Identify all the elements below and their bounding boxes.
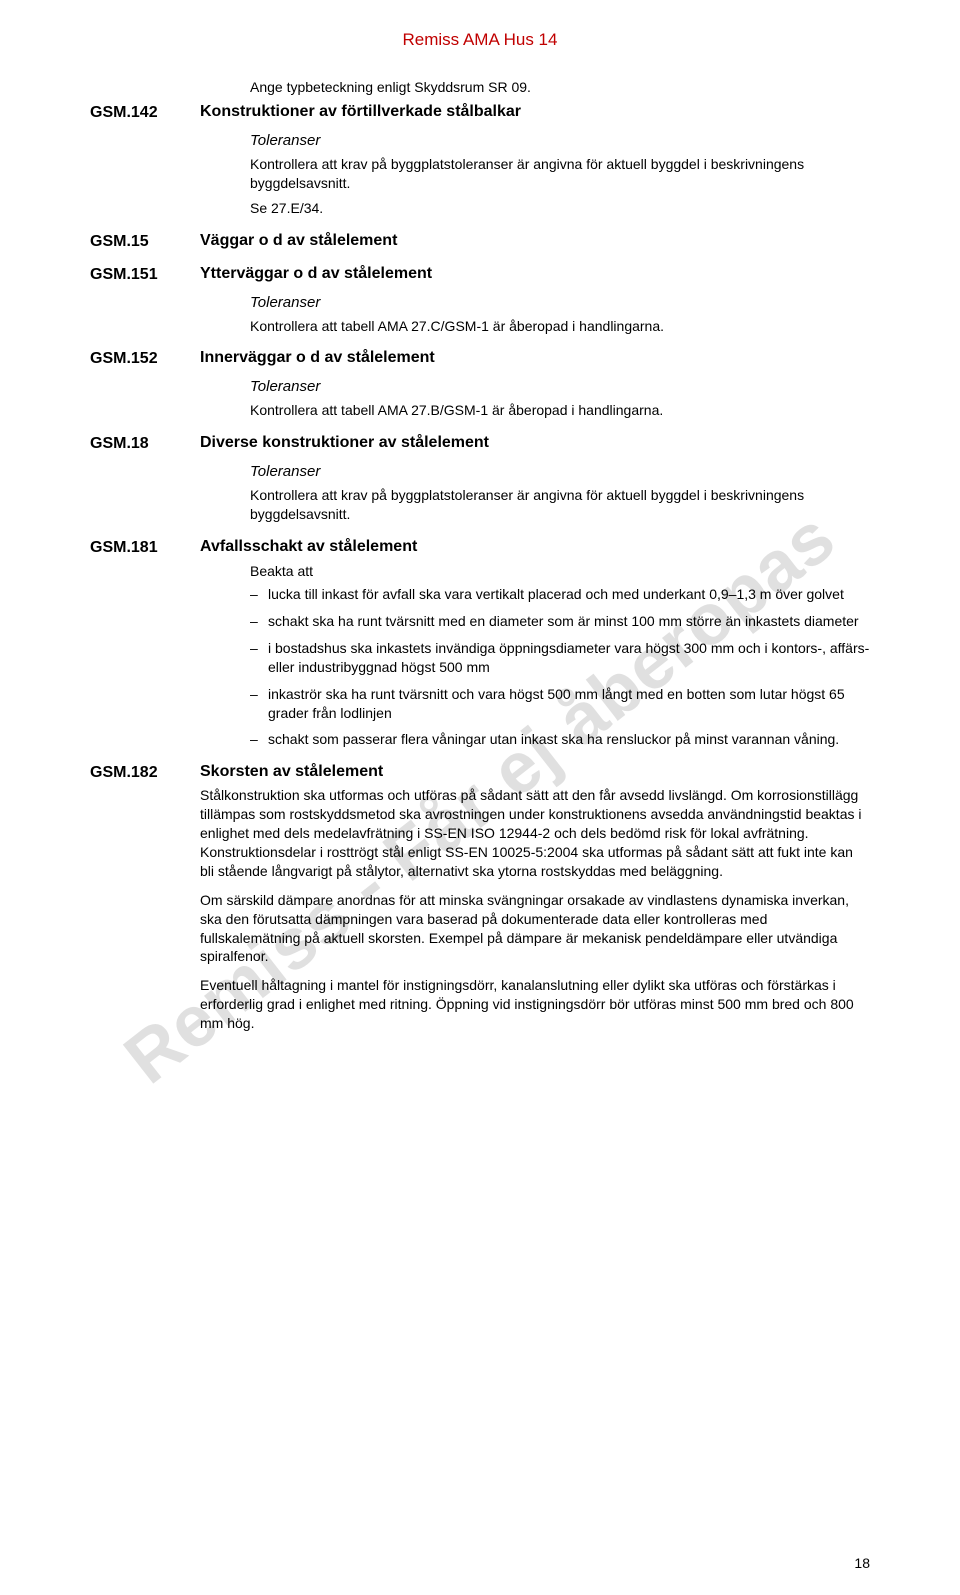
list-item: schakt ska ha runt tvärsnitt med en diam…: [250, 612, 870, 631]
toleranser-label: Toleranser: [250, 132, 870, 149]
paragraph: Kontrollera att tabell AMA 27.C/GSM-1 är…: [250, 317, 870, 336]
section-code: GSM.15: [90, 232, 200, 251]
section-body: Toleranser Kontrollera att tabell AMA 27…: [250, 294, 870, 336]
paragraph: Se 27.E/34.: [250, 199, 870, 218]
paragraph: Kontrollera att krav på byggplatstoleran…: [250, 155, 870, 193]
intro-text: Ange typbeteckning enligt Skyddsrum SR 0…: [250, 78, 870, 97]
section-gsm152: GSM.152 Innerväggar o d av stålelement: [90, 349, 870, 368]
list-item: inkaströr ska ha runt tvärsnitt och vara…: [250, 685, 870, 723]
section-gsm181: GSM.181 Avfallsschakt av stålelement: [90, 538, 870, 557]
section-gsm182: GSM.182 Skorsten av stålelement: [90, 763, 870, 782]
section-code: GSM.142: [90, 103, 200, 122]
section-body: Toleranser Kontrollera att krav på byggp…: [250, 132, 870, 218]
paragraph: Om särskild dämpare anordnas för att min…: [200, 891, 870, 967]
paragraph: Eventuell håltagning i mantel för instig…: [200, 976, 870, 1033]
list-item: schakt som passerar flera våningar utan …: [250, 730, 870, 749]
paragraph: Kontrollera att tabell AMA 27.B/GSM-1 är…: [250, 401, 870, 420]
toleranser-label: Toleranser: [250, 294, 870, 311]
bullet-list: lucka till inkast för avfall ska vara ve…: [250, 585, 870, 749]
toleranser-label: Toleranser: [250, 463, 870, 480]
paragraph: Stålkonstruktion ska utformas och utföra…: [200, 786, 870, 880]
section-code: GSM.182: [90, 763, 200, 782]
section-heading: Ytterväggar o d av stålelement: [200, 265, 870, 283]
section-code: GSM.18: [90, 434, 200, 453]
section-gsm151: GSM.151 Ytterväggar o d av stålelement: [90, 265, 870, 284]
page-header: Remiss AMA Hus 14: [90, 30, 870, 50]
beakta-label: Beakta att: [250, 563, 870, 579]
section-heading: Diverse konstruktioner av stålelement: [200, 434, 870, 452]
list-item: i bostadshus ska inkastets invändiga öpp…: [250, 639, 870, 677]
section-heading: Väggar o d av stålelement: [200, 232, 870, 250]
paragraph: Kontrollera att krav på byggplatstoleran…: [250, 486, 870, 524]
section-gsm18: GSM.18 Diverse konstruktioner av stålele…: [90, 434, 870, 453]
page-number: 18: [854, 1555, 870, 1571]
section-body: Toleranser Kontrollera att krav på byggp…: [250, 463, 870, 524]
section-code: GSM.181: [90, 538, 200, 557]
section-gsm15: GSM.15 Väggar o d av stålelement: [90, 232, 870, 251]
section-heading: Avfallsschakt av stålelement: [200, 538, 870, 556]
toleranser-label: Toleranser: [250, 378, 870, 395]
section-heading: Skorsten av stålelement: [200, 763, 870, 781]
section-heading: Innerväggar o d av stålelement: [200, 349, 870, 367]
section-body: Beakta att lucka till inkast för avfall …: [250, 563, 870, 749]
section-heading: Konstruktioner av förtillverkade stålbal…: [200, 103, 870, 121]
list-item: lucka till inkast för avfall ska vara ve…: [250, 585, 870, 604]
section-gsm142: GSM.142 Konstruktioner av förtillverkade…: [90, 103, 870, 122]
section-code: GSM.151: [90, 265, 200, 284]
section-body: Toleranser Kontrollera att tabell AMA 27…: [250, 378, 870, 420]
section-code: GSM.152: [90, 349, 200, 368]
